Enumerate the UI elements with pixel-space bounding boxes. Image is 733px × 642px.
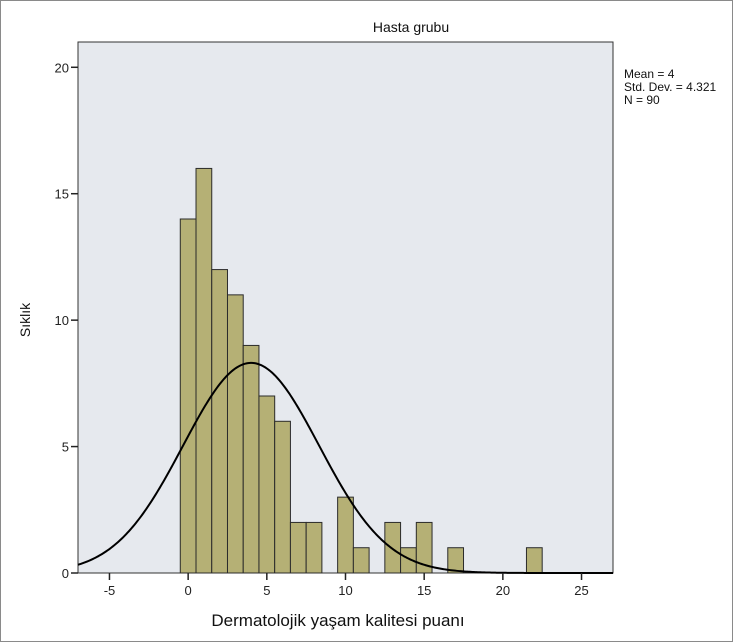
x-tick-label: 5 (263, 583, 270, 598)
histogram-bar (179, 218, 197, 574)
y-tick-label: 0 (62, 566, 69, 581)
histogram-bar (226, 294, 244, 574)
mean-label: Mean = 4 (624, 67, 675, 81)
x-tick-label: 0 (185, 583, 192, 598)
y-tick-label: 20 (55, 60, 69, 75)
y-tick-label: 5 (62, 440, 69, 455)
std-dev-label: Std. Dev. = 4.321 (624, 80, 716, 94)
histogram-bar (274, 420, 291, 574)
bars-layer (179, 167, 543, 574)
histogram-bar (384, 521, 402, 574)
y-tick-label: 15 (55, 187, 69, 202)
histogram-bar (525, 547, 543, 574)
histogram-bar (337, 496, 354, 574)
x-tick-label: -5 (104, 583, 116, 598)
histogram-bar (258, 395, 276, 574)
x-axis-title: Dermatolojik yaşam kalitesi puanı (211, 611, 464, 630)
x-tick-label: 10 (338, 583, 352, 598)
x-tick-label: 20 (496, 583, 510, 598)
x-tick-label: 15 (417, 583, 431, 598)
plot-area (77, 41, 614, 574)
histogram-bar (211, 269, 228, 574)
histogram-bar (195, 167, 213, 574)
histogram-bar (289, 521, 307, 574)
histogram-bar (305, 521, 323, 574)
histogram-bar (242, 344, 260, 574)
histogram-bar (352, 547, 370, 574)
n-label: N = 90 (624, 93, 660, 107)
y-axis-title: Sıklık (17, 302, 33, 337)
histogram-bar (447, 547, 465, 574)
x-tick-label: 25 (574, 583, 588, 598)
chart-title: Hasta grubu (373, 19, 449, 35)
normal-curve (77, 361, 613, 574)
axes-layer: 0 5 10 15 20 -5 0 5 10 15 20 25 (55, 60, 589, 598)
y-tick-label: 10 (55, 313, 69, 328)
